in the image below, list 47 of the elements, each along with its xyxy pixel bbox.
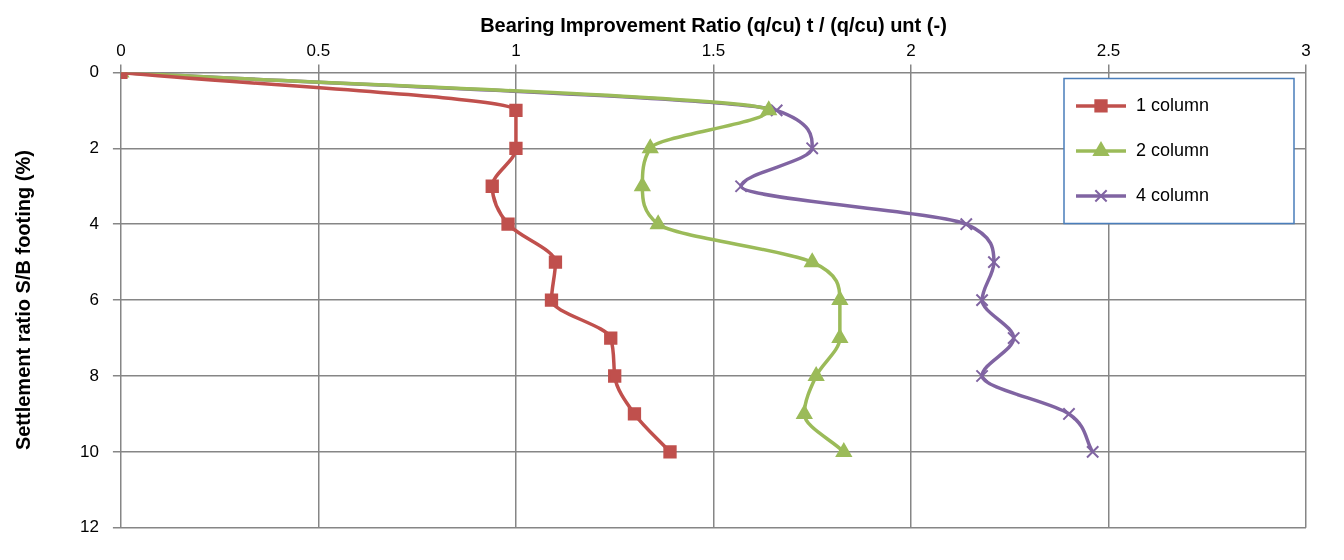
y-tick-label: 2 [89,137,99,157]
point [634,177,651,192]
x-tick-label: 1 [511,40,521,60]
point [1062,407,1076,421]
legend-label: 1 column [1136,94,1210,115]
y-tick-label: 6 [89,289,99,309]
x-tick-label: 2 [906,40,916,60]
point [734,179,748,193]
point [608,369,622,383]
x-tick-label: 0 [116,40,126,60]
point [1007,331,1021,345]
point [804,253,821,268]
point [975,369,989,383]
x-tick-label: 1.5 [701,40,726,60]
point [663,445,677,459]
y-tick-label: 12 [79,517,99,537]
point [959,217,973,231]
point [485,179,499,193]
point [831,291,848,306]
x-tick-label: 3 [1301,40,1311,60]
y-tick-label: 0 [89,62,99,82]
point [548,255,563,269]
point [805,141,819,155]
point [501,217,515,231]
point [1086,445,1100,459]
point [642,139,659,154]
point [975,293,989,307]
point [544,293,559,307]
point [604,331,618,345]
point [760,101,777,116]
point [627,407,642,421]
point [650,215,667,230]
x-tick-label: 0.5 [306,40,331,60]
point [831,329,848,344]
y-tick-label: 8 [89,365,99,385]
x-axis-title: Bearing Improvement Ratio (q/cu) t / (q/cu) unt (-) [480,13,947,36]
point [770,103,784,118]
point [509,103,523,118]
y-tick-label: 10 [79,441,99,461]
y-axis-title: Settlement ratio S/B footing (%) [11,150,34,451]
x-tick-label: 2.5 [1096,40,1121,60]
y-tick-label: 4 [89,213,99,233]
point [987,255,1001,269]
legend-label: 4 column [1136,184,1210,205]
point [509,141,523,155]
point [808,367,825,381]
legend-label: 2 column [1136,139,1210,160]
